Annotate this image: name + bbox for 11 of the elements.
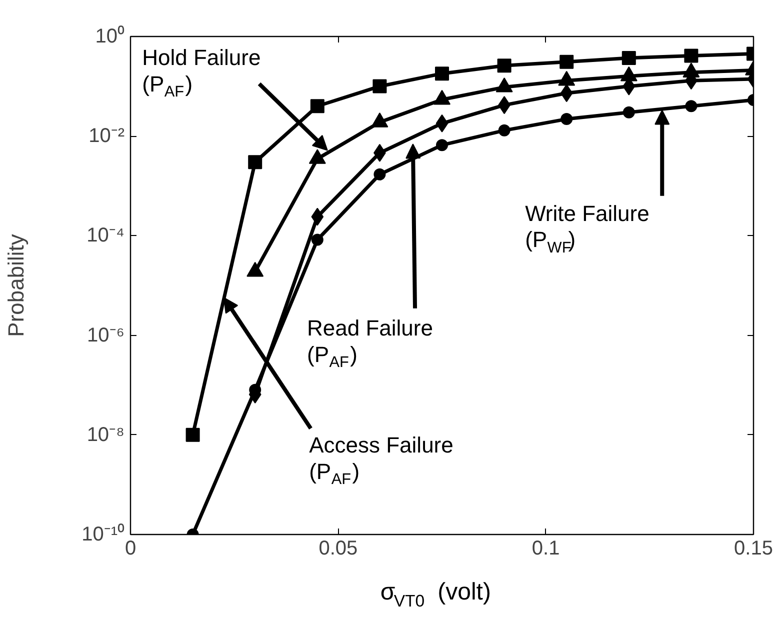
- y-tick-label: 10⁻⁸: [86, 424, 125, 446]
- x-tick-label: 0.15: [734, 538, 773, 560]
- x-tick-label: 0: [124, 538, 136, 560]
- x-tick-label: 0.05: [318, 538, 358, 560]
- y-tick-label: 10⁰: [95, 24, 125, 48]
- y-tick-label: 10⁻¹⁰: [82, 522, 124, 546]
- y-tick-label: 10⁻⁴: [86, 224, 125, 247]
- y-axis-title: Probability: [4, 234, 29, 337]
- y-tick-label: 10⁻⁶: [87, 324, 125, 346]
- x-tick-label: 0.1: [532, 538, 560, 560]
- y-tick-label: 10⁻²: [88, 125, 125, 148]
